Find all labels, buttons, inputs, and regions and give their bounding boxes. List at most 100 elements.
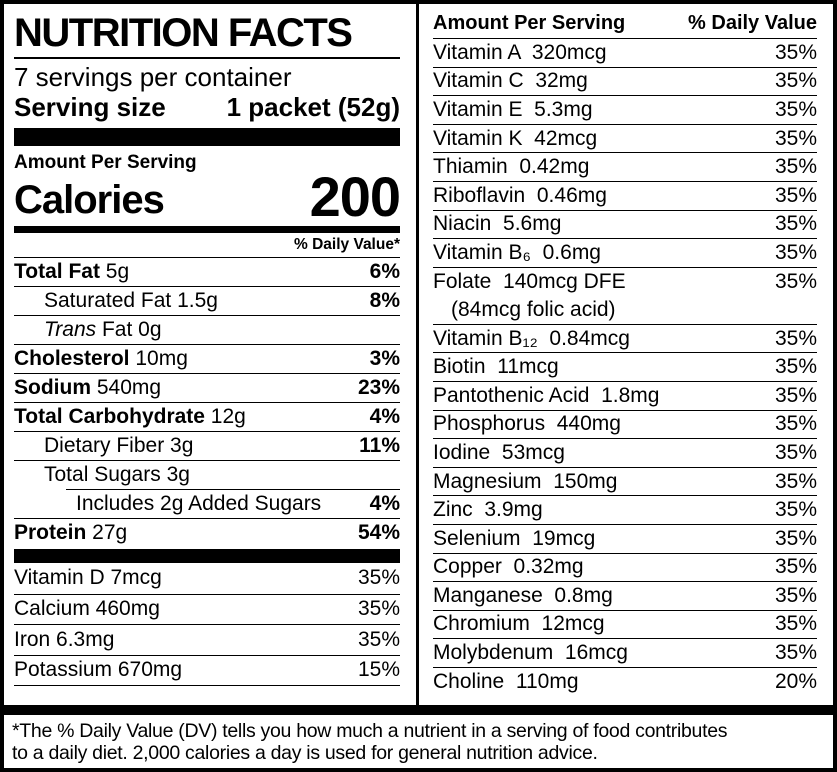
nutrient-name: Vitamin C 32mg (433, 69, 588, 93)
nutrient-percent: 8% (369, 289, 400, 312)
nutrient-name: Manganese 0.8mg (433, 583, 613, 607)
nutrient-name: Vitamin B₆ 0.6mg (433, 240, 601, 264)
nutrient-row: Total Carbohydrate 12g 4% (14, 402, 400, 431)
nutrient-name: Pantothenic Acid 1.8mg (433, 383, 660, 407)
nutrient-percent: 35% (774, 183, 817, 207)
calories-row: Calories 200 (14, 165, 401, 228)
nutrient-name-bold: Total Fat (14, 260, 100, 283)
nutrient-name-bold: Cholesterol (14, 347, 130, 370)
nutrient-name: Saturated Fat 1.5g (14, 289, 218, 313)
nutrient-name: Folate 140mcg DFE (433, 269, 626, 293)
nutrient-name: Choline 110mg (433, 669, 579, 693)
nutrient-percent: 35% (774, 641, 817, 665)
vitamin-row: Biotin 11mcg 35% (433, 352, 817, 381)
nutrient-name: Vitamin E 5.3mg (433, 97, 593, 121)
nutrient-name: Selenium 19mcg (433, 526, 596, 550)
vitamin-mineral-rows-right: Vitamin A 320mcg 35% Vitamin C 32mg 35% Vita… (433, 38, 817, 695)
vitamin-row: Vitamin D 7mcg 35% (14, 563, 400, 594)
calories-value: 200 (309, 165, 401, 228)
nutrient-name: Total Carbohydrate 12g (14, 405, 246, 429)
servings-per-container: 7 servings per container (14, 62, 292, 92)
nutrient-name: Thiamin 0.42mg (433, 155, 590, 179)
nutrient-percent: 35% (357, 627, 400, 651)
right-daily-value-label: % Daily Value (688, 12, 817, 34)
nutrient-name-italic: Trans (44, 318, 97, 341)
vitamin-row: Vitamin B₆ 0.6mg 35% (433, 238, 817, 267)
nutrient-row: Dietary Fiber 3g 11% (14, 431, 400, 460)
nutrient-percent: 3% (369, 347, 400, 370)
nutrient-name: Zinc 3.9mg (433, 498, 543, 522)
vitamin-row-line2: (84mcg folic acid) (451, 297, 616, 321)
nutrient-percent: 35% (774, 126, 817, 150)
nutrient-percent: 35% (774, 240, 817, 264)
nutrient-row: Saturated Fat 1.5g 8% (14, 286, 400, 315)
vitamin-row-line1: Folate 140mcg DFE 35% (433, 268, 817, 296)
nutrient-rows: Total Fat 5g 6% Saturated Fat 1.5g 8% Trans … (14, 257, 400, 547)
amount-per-serving-label: Amount Per Serving (14, 152, 197, 173)
vitamin-row: Pantothenic Acid 1.8mg 35% (433, 380, 817, 410)
nutrient-name: Iodine 53mcg (433, 440, 565, 464)
vitamin-row: Molybdenum 16mcg 35% (433, 638, 817, 667)
nutrient-percent: 35% (774, 469, 817, 493)
divider-bar-bottom (4, 705, 833, 715)
nutrient-name: Riboflavin 0.46mg (433, 183, 607, 207)
vitamin-row: Iodine 53mcg 35% (433, 438, 817, 467)
nutrient-name: Trans Fat 0g (14, 318, 162, 342)
nutrient-row: Protein 27g 54% (14, 518, 400, 547)
nutrient-percent: 35% (774, 69, 817, 93)
nutrient-row: Cholesterol 10mg 3% (14, 344, 400, 373)
nutrient-name-text: Fat 0g (96, 318, 162, 341)
nutrient-percent: 15% (357, 658, 400, 682)
nutrient-percent: 20% (774, 669, 817, 693)
nutrient-percent: 35% (774, 498, 817, 522)
nutrient-percent: 35% (774, 583, 817, 607)
nutrient-name: Includes 2g Added Sugars (14, 492, 321, 516)
nutrient-name: Potassium 670mg (14, 658, 183, 682)
nutrient-name-text: 5g (99, 260, 130, 283)
vitamin-row: Riboflavin 0.46mg 35% (433, 180, 817, 210)
label-title: NUTRITION FACTS (14, 12, 400, 59)
nutrient-percent: 35% (774, 269, 817, 293)
nutrient-name: Biotin 11mcg (433, 355, 559, 379)
nutrient-percent: 35% (774, 412, 817, 436)
nutrient-name: Vitamin A 320mcg (433, 40, 607, 64)
divider-bar-medium (14, 226, 400, 233)
nutrient-name: Chromium 12mcg (433, 612, 605, 636)
nutrient-name: Vitamin D 7mcg (14, 566, 162, 590)
nutrient-name: Niacin 5.6mg (433, 212, 562, 236)
nutrient-name-text: Includes 2g Added Sugars (76, 491, 322, 515)
nutrient-name-text: Dietary Fiber 3g (44, 434, 194, 457)
vitamin-row: Manganese 0.8mg 35% (433, 581, 817, 610)
right-column: Amount Per Serving % Daily Value Vitamin… (416, 4, 833, 705)
nutrient-name: Magnesium 150mg (433, 469, 618, 493)
nutrient-name: Total Fat 5g (14, 260, 129, 284)
vitamin-row: Zinc 3.9mg 35% (433, 495, 817, 524)
vitamin-row: Phosphorus 440mg 35% (433, 409, 817, 439)
nutrient-name: Iron 6.3mg (14, 627, 115, 651)
nutrient-name: Vitamin B₁₂ 0.84mcg (433, 326, 630, 350)
nutrient-percent: 35% (774, 326, 817, 350)
vitamin-row: Selenium 19mcg 35% (433, 523, 817, 553)
vitamin-row: Vitamin C 32mg 35% (433, 66, 817, 96)
vitamin-row: Potassium 670mg 15% (14, 654, 400, 686)
nutrient-row: Trans Fat 0g (14, 315, 400, 344)
nutrient-name: Copper 0.32mg (433, 555, 584, 579)
nutrient-percent: 35% (774, 355, 817, 379)
nutrient-percent: 11% (359, 434, 400, 457)
nutrient-name-text: Saturated Fat 1.5g (44, 289, 218, 312)
nutrient-name: Dietary Fiber 3g (14, 434, 193, 458)
nutrient-percent: 54% (357, 521, 400, 544)
vitamin-row: Thiamin 0.42mg 35% (433, 152, 817, 181)
nutrient-percent: 4% (369, 405, 400, 428)
vitamin-row: Vitamin A 320mcg 35% (433, 38, 817, 67)
divider-bar-protein (14, 549, 400, 563)
nutrient-name-text: 10mg (129, 347, 188, 370)
daily-value-note: % Daily Value* (294, 236, 400, 253)
vitamin-row: Chromium 12mcg 35% (433, 609, 817, 639)
nutrient-percent: 35% (774, 97, 817, 121)
label-columns: NUTRITION FACTS 7 servings per container… (4, 4, 833, 705)
nutrient-name-text: 27g (86, 521, 128, 544)
nutrient-name: Cholesterol 10mg (14, 347, 188, 371)
nutrient-row: Total Sugars 3g (14, 460, 400, 489)
